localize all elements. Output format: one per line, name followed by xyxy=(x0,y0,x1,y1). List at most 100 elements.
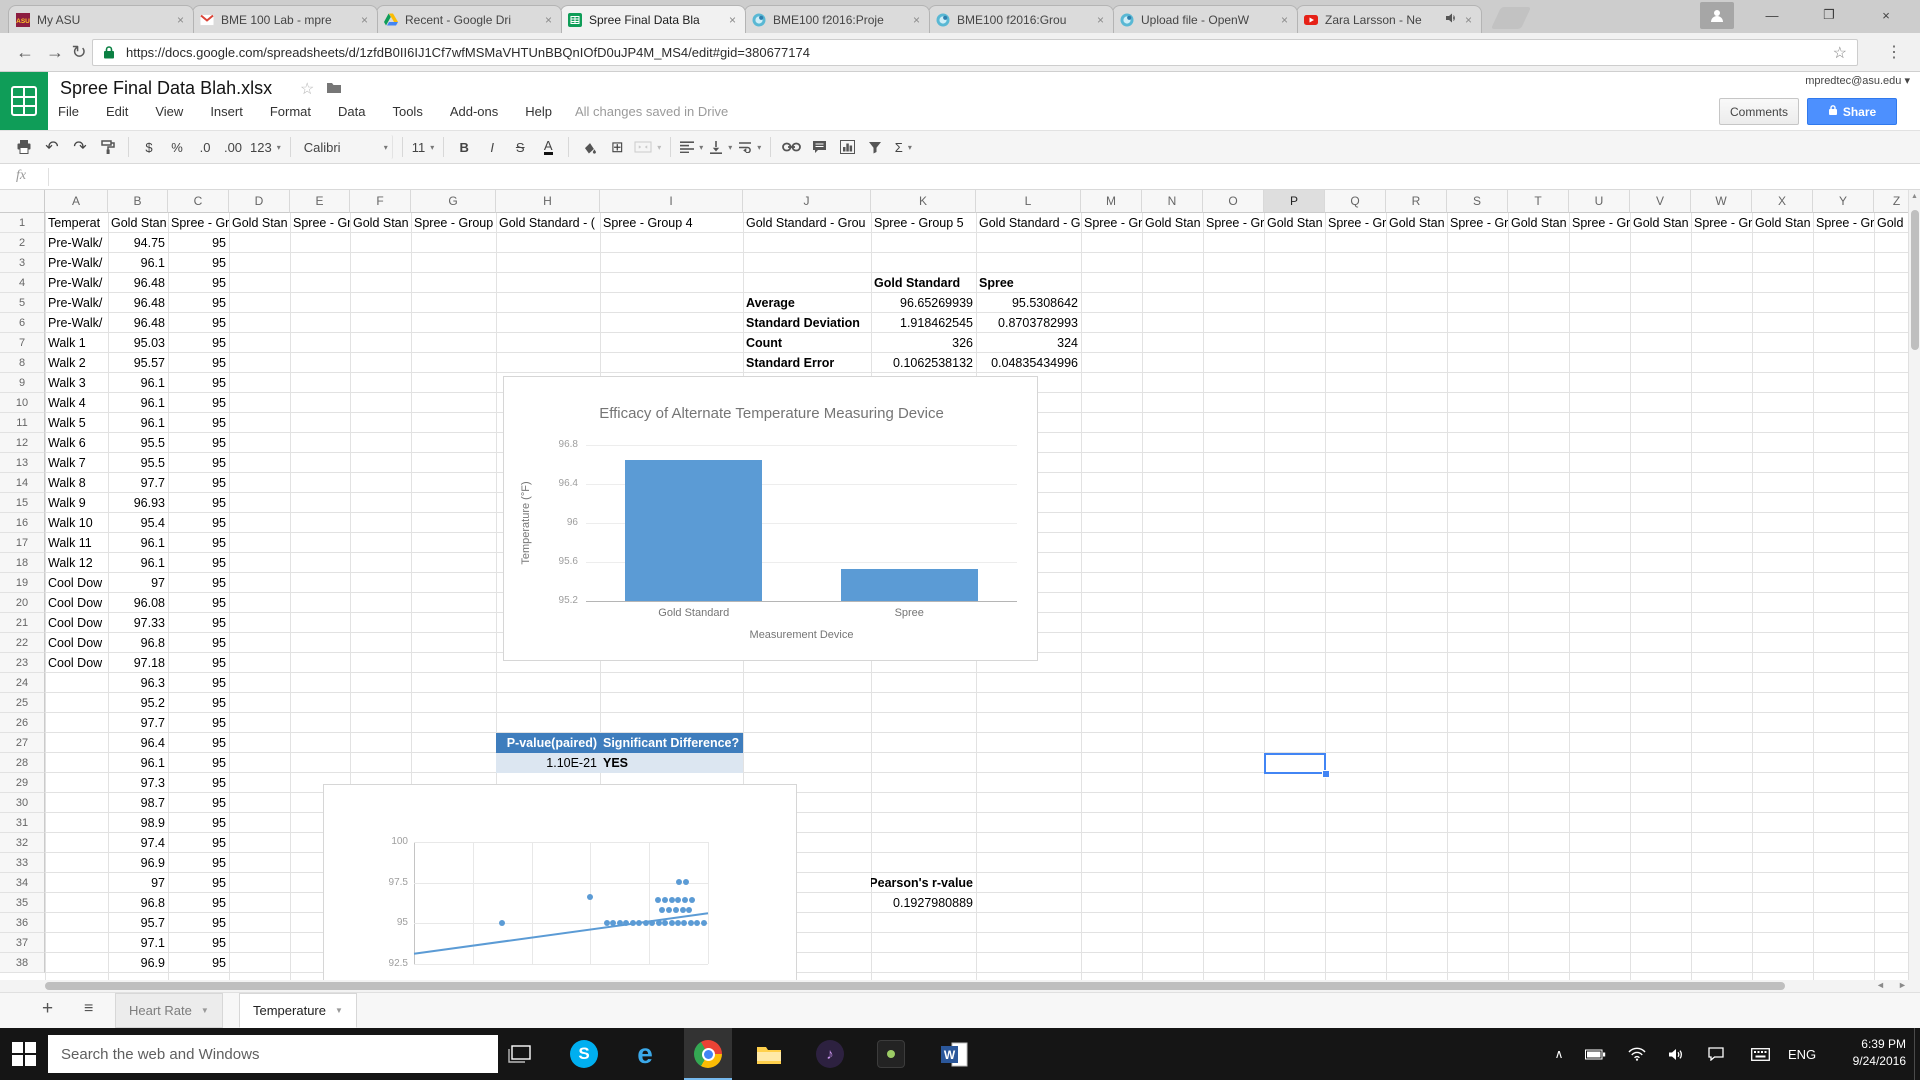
cell-C35[interactable]: 95 xyxy=(212,896,226,910)
row-header-34[interactable]: 34 xyxy=(0,873,45,893)
browser-tab[interactable]: BME100 f2016:Grou × xyxy=(928,5,1114,33)
embedded-scatter-chart[interactable]: 100 97.5 95 92.5 xyxy=(323,784,797,980)
cell-B34[interactable]: 97 xyxy=(151,876,165,890)
menu-format[interactable]: Format xyxy=(269,104,311,119)
cell-C27[interactable]: 95 xyxy=(212,736,226,750)
cell-B4[interactable]: 96.48 xyxy=(133,276,165,290)
row-header-17[interactable]: 17 xyxy=(0,533,45,553)
column-header-E[interactable]: E xyxy=(290,190,350,213)
cell-J8[interactable]: Standard Error xyxy=(746,356,835,370)
row-header-25[interactable]: 25 xyxy=(0,693,45,713)
cell-K6[interactable]: 1.918462545 xyxy=(900,316,973,330)
cell-O1[interactable]: Spree - Gr xyxy=(1206,216,1264,230)
borders-button[interactable]: ⊞ xyxy=(610,139,624,156)
cell-B8[interactable]: 95.57 xyxy=(133,356,165,370)
cell-B30[interactable]: 98.7 xyxy=(140,796,165,810)
cell-R1[interactable]: Gold Stan xyxy=(1389,216,1445,230)
font-family-select[interactable]: Calibri ▾ xyxy=(300,135,393,159)
cell-A5[interactable]: Pre-Walk/ xyxy=(48,296,103,310)
cell-C29[interactable]: 95 xyxy=(212,776,226,790)
horizontal-align-button[interactable]: ▾ xyxy=(680,141,704,153)
cell-Z1[interactable]: Gold xyxy=(1877,216,1904,230)
row-header-30[interactable]: 30 xyxy=(0,793,45,813)
maximize-window-button[interactable]: ❐ xyxy=(1823,7,1835,22)
formula-bar[interactable]: fx xyxy=(0,164,1920,190)
cell-W1[interactable]: Spree - Gr xyxy=(1694,216,1752,230)
row-header-28[interactable]: 28 xyxy=(0,753,45,773)
column-header-L[interactable]: L xyxy=(976,190,1081,213)
cell-B24[interactable]: 96.3 xyxy=(140,676,165,690)
spreadsheet-grid[interactable]: A B C D E F G H I J K L M N O P Q R S T U V W X Y Z 1 2 3 4 5 6 7 8 9 10 11 1… xyxy=(0,190,1920,980)
cell-C3[interactable]: 95 xyxy=(212,256,226,270)
cell-B32[interactable]: 97.4 xyxy=(140,836,165,850)
horizontal-scrollbar[interactable]: ◄ ► xyxy=(0,980,1920,992)
row-header-1[interactable]: 1 xyxy=(0,213,45,233)
vertical-align-button[interactable]: ▾ xyxy=(709,135,732,159)
row-header-22[interactable]: 22 xyxy=(0,633,45,653)
cell-H27[interactable]: P-value(paired) xyxy=(496,733,600,753)
cell-B28[interactable]: 96.1 xyxy=(140,756,165,770)
cell-C5[interactable]: 95 xyxy=(212,296,226,310)
tab-close-icon[interactable]: × xyxy=(360,12,368,27)
cell-A20[interactable]: Cool Dow xyxy=(48,596,103,610)
minimize-window-button[interactable]: — xyxy=(1765,7,1779,23)
row-header-38[interactable]: 38 xyxy=(0,953,45,973)
move-to-folder-icon[interactable] xyxy=(326,81,342,99)
menu-tools[interactable]: Tools xyxy=(392,104,423,119)
cell-C19[interactable]: 95 xyxy=(212,576,226,590)
row-header-33[interactable]: 33 xyxy=(0,853,45,873)
keyboard-icon[interactable] xyxy=(1745,1028,1775,1080)
column-header-O[interactable]: O xyxy=(1203,190,1264,213)
cell-B10[interactable]: 96.1 xyxy=(140,396,165,410)
cell-B20[interactable]: 96.08 xyxy=(133,596,165,610)
cell-B19[interactable]: 97 xyxy=(151,576,165,590)
cell-B5[interactable]: 96.48 xyxy=(133,296,165,310)
cell-K5[interactable]: 96.65269939 xyxy=(900,296,973,310)
cell-C20[interactable]: 95 xyxy=(212,596,226,610)
cell-C37[interactable]: 95 xyxy=(212,936,226,950)
close-window-button[interactable]: × xyxy=(1882,7,1890,23)
embedded-bar-chart[interactable]: Efficacy of Alternate Temperature Measur… xyxy=(503,376,1038,661)
cell-L4[interactable]: Spree xyxy=(979,276,1014,290)
comments-button[interactable]: Comments xyxy=(1719,98,1799,125)
cell-P1[interactable]: Gold Stan xyxy=(1267,216,1323,230)
tab-close-icon[interactable]: × xyxy=(912,12,920,27)
column-header-P[interactable]: P xyxy=(1264,190,1325,213)
cell-C2[interactable]: 95 xyxy=(212,236,226,250)
cell-J7[interactable]: Count xyxy=(746,336,783,350)
cell-X1[interactable]: Gold Stan xyxy=(1755,216,1811,230)
battery-icon[interactable] xyxy=(1580,1028,1610,1080)
row-header-21[interactable]: 21 xyxy=(0,613,45,633)
cell-L7[interactable]: 324 xyxy=(1057,336,1078,350)
taskbar-clock[interactable]: 6:39 PM 9/24/2016 xyxy=(1828,1036,1906,1071)
column-header-K[interactable]: K xyxy=(871,190,976,213)
row-header-24[interactable]: 24 xyxy=(0,673,45,693)
row-header-7[interactable]: 7 xyxy=(0,333,45,353)
row-header-18[interactable]: 18 xyxy=(0,553,45,573)
cell-C34[interactable]: 95 xyxy=(212,876,226,890)
menu-insert[interactable]: Insert xyxy=(210,104,243,119)
refresh-icon[interactable]: ↻ xyxy=(71,41,87,62)
sheet-tab-heart-rate[interactable]: Heart Rate ▼ xyxy=(115,993,223,1028)
row-header-23[interactable]: 23 xyxy=(0,653,45,673)
cell-B31[interactable]: 98.9 xyxy=(140,816,165,830)
paint-format-icon[interactable] xyxy=(97,135,119,159)
font-size-select[interactable]: 11 ▾ xyxy=(411,139,435,155)
scroll-up-icon[interactable]: ▲ xyxy=(1911,193,1918,200)
cell-I28[interactable]: YES xyxy=(600,753,743,773)
cell-B17[interactable]: 96.1 xyxy=(140,536,165,550)
row-header-3[interactable]: 3 xyxy=(0,253,45,273)
cell-K7[interactable]: 326 xyxy=(952,336,973,350)
cell-B38[interactable]: 96.9 xyxy=(140,956,165,970)
cell-D1[interactable]: Gold Stan xyxy=(232,216,288,230)
strikethrough-button[interactable]: S xyxy=(515,139,525,155)
cell-C26[interactable]: 95 xyxy=(212,716,226,730)
cell-B29[interactable]: 97.3 xyxy=(140,776,165,790)
cell-J6[interactable]: Standard Deviation xyxy=(746,316,860,330)
column-header-Y[interactable]: Y xyxy=(1813,190,1874,213)
cell-B25[interactable]: 95.2 xyxy=(140,696,165,710)
redo-icon[interactable]: ↷ xyxy=(73,139,87,156)
cell-H1[interactable]: Gold Standard - ( xyxy=(499,216,595,230)
cell-S1[interactable]: Spree - Gr xyxy=(1450,216,1508,230)
menu-file[interactable]: File xyxy=(58,104,79,119)
